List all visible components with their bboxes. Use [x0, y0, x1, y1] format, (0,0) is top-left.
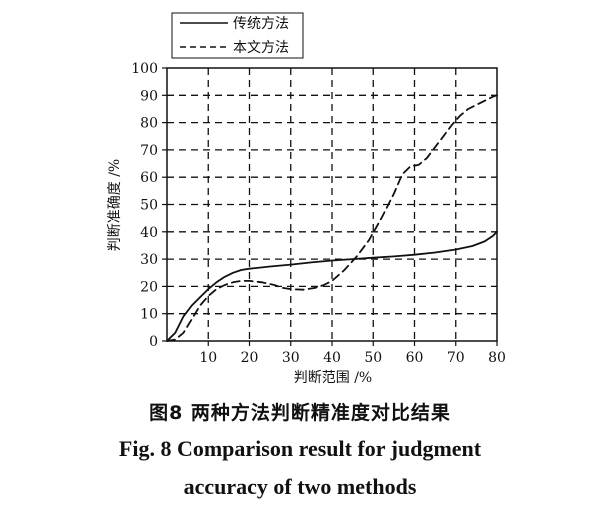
legend-label-traditional: 传统方法 — [233, 16, 289, 32]
legend-box — [171, 12, 304, 59]
y-tick-label: 60 — [140, 170, 158, 186]
y-tick-label: 10 — [140, 307, 158, 323]
x-tick-label: 20 — [241, 350, 259, 366]
series-line-traditional — [166, 230, 498, 342]
y-tick-label: 100 — [131, 61, 158, 77]
x-axis-label: 判断范围 /% — [294, 369, 372, 386]
x-tick-label: 40 — [323, 350, 341, 366]
series-lines — [166, 94, 498, 342]
axes: 10 20 30 40 50 60 70 80 0 10 20 30 40 50 60 70 80 90 100 — [131, 61, 506, 366]
line-chart: 10 20 30 40 50 60 70 80 0 10 20 30 40 50 60 70 80 90 100 传… — [107, 12, 506, 386]
y-tick-label: 30 — [140, 252, 158, 268]
x-tick-label: 50 — [364, 350, 382, 366]
caption-english-line2: accuracy of two methods — [183, 474, 417, 499]
series-line-proposed — [166, 94, 498, 342]
caption-english-line1: Fig. 8 Comparison result for judgment — [118, 436, 482, 461]
y-axis-label: 判断准确度 /% — [107, 159, 123, 251]
x-tick-label: 80 — [488, 350, 506, 366]
y-tick-label: 20 — [140, 279, 158, 295]
x-tick-label: 10 — [199, 350, 217, 366]
gridlines — [167, 68, 497, 341]
caption-chinese: 图8 两种方法判断精准度对比结果 — [149, 402, 451, 424]
y-tick-label: 0 — [149, 334, 158, 350]
y-tick-label: 50 — [140, 198, 158, 214]
y-tick-label: 70 — [140, 143, 158, 159]
y-tick-label: 90 — [140, 88, 158, 104]
y-tick-label: 40 — [140, 225, 158, 241]
legend-label-proposed: 本文方法 — [233, 40, 289, 56]
x-tick-label: 70 — [447, 350, 465, 366]
legend: 传统方法 本文方法 — [171, 12, 304, 59]
y-tick-label: 80 — [140, 116, 158, 132]
x-tick-label: 60 — [406, 350, 424, 366]
x-tick-label: 30 — [282, 350, 300, 366]
